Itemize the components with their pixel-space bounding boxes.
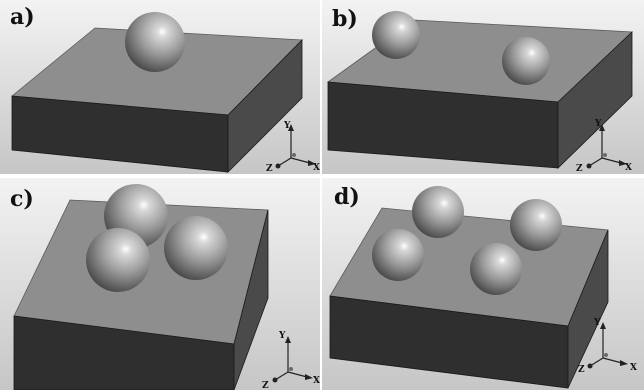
sphere [510,199,562,251]
x-axis-label: X [313,376,320,386]
origin-marker [603,153,607,157]
sphere [372,229,424,281]
z-axis-label: Z [262,381,269,390]
sphere [372,11,420,59]
panel-label: a) [10,4,35,30]
y-axis-label: Y [593,318,601,328]
axis-triad: Y X Z [578,318,637,375]
sphere [502,37,550,85]
x-axis-label: X [625,163,632,173]
panel-label: d) [334,184,360,210]
axis-triad: Y X Z [262,331,320,390]
axis-triad: Y X Z [576,119,632,174]
y-axis-label: Y [283,121,291,131]
panel-c: c) Y X Z [0,178,320,390]
substrate-block [329,207,609,389]
sphere [125,12,185,72]
z-axis-label: Z [576,164,583,174]
panel-label: c) [10,186,34,212]
panel-a: a) Y X Z [0,0,320,174]
y-axis-label: Y [278,331,286,341]
z-axis-dot [586,163,592,169]
z-axis-dot [587,363,593,369]
y-axis-label: Y [594,119,602,129]
panel-label: b) [332,6,358,32]
x-axis-label: X [630,363,637,373]
origin-marker [289,367,293,371]
sphere [412,186,464,238]
sphere [86,228,150,292]
sphere [164,216,228,280]
z-axis-dot [275,163,281,169]
sphere [470,243,522,295]
origin-marker [604,353,608,357]
z-axis-label: Z [266,164,273,174]
x-axis-label: X [313,163,320,173]
z-axis-dot [272,377,278,383]
panel-d: d) Y X Z [322,178,644,390]
panel-b: b) Y X Z [322,0,644,174]
z-axis-label: Z [578,365,585,375]
axis-triad: Y X Z [266,121,320,174]
origin-marker [292,153,296,157]
